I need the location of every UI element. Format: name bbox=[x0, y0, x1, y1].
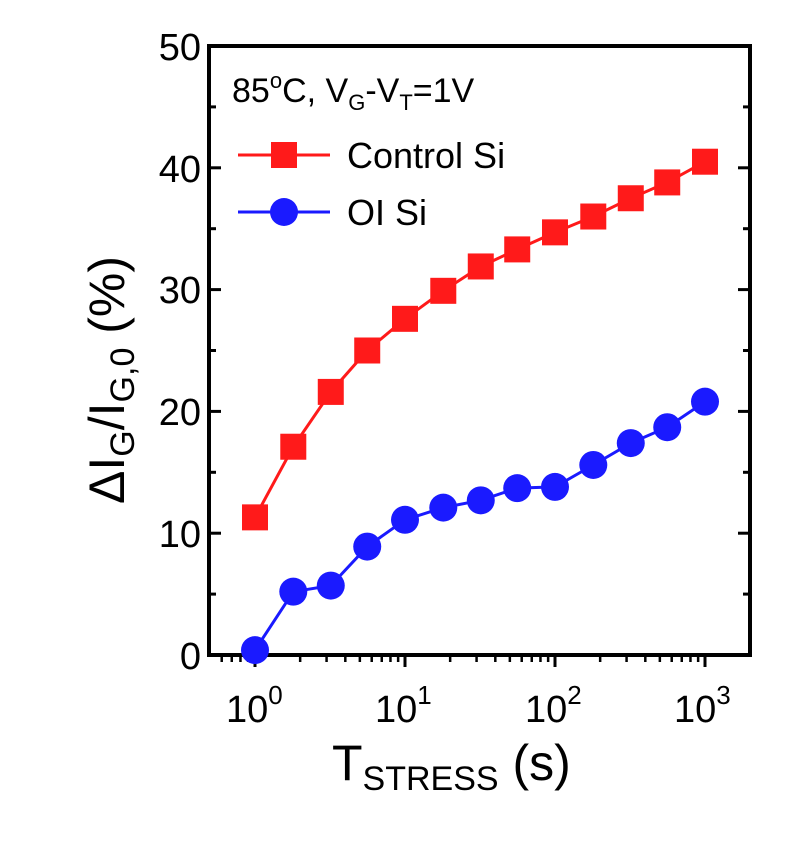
data-point-circle bbox=[466, 486, 495, 515]
data-point-circle bbox=[691, 387, 719, 416]
data-point-circle bbox=[429, 493, 458, 522]
condition-annotation: 85oC, VG-VT=1V bbox=[232, 68, 475, 115]
legend: Control Si OI Si bbox=[238, 135, 505, 233]
y-tick-label: 20 bbox=[159, 392, 201, 434]
data-point-square bbox=[430, 277, 457, 304]
data-point-square bbox=[580, 203, 607, 230]
data-point-circle bbox=[353, 532, 382, 561]
x-tick-label: 101 bbox=[375, 680, 432, 731]
axis-ticks bbox=[209, 44, 750, 667]
data-point-square bbox=[242, 504, 268, 531]
legend-label-oi-si: OI Si bbox=[347, 192, 427, 233]
y-tick-label: 30 bbox=[159, 270, 201, 312]
data-point-square bbox=[354, 337, 381, 364]
y-tick-label: 50 bbox=[159, 27, 201, 69]
data-point-circle bbox=[391, 505, 419, 534]
series-layer bbox=[241, 148, 719, 665]
y-tick-label: 0 bbox=[180, 636, 201, 678]
data-point-circle bbox=[541, 472, 569, 501]
data-point-circle bbox=[616, 429, 645, 458]
data-point-circle bbox=[503, 474, 532, 503]
data-point-square bbox=[392, 305, 418, 332]
data-point-square bbox=[617, 185, 644, 212]
y-axis-label: ΔIG/IG,0 (%) bbox=[79, 256, 142, 504]
x-tick-label: 103 bbox=[674, 680, 731, 731]
data-point-square bbox=[504, 236, 531, 263]
y-tick-labels: 0 10 20 30 40 50 bbox=[159, 27, 201, 678]
legend-marker-circle bbox=[270, 198, 298, 226]
y-tick-label: 10 bbox=[159, 514, 201, 556]
y-tick-label: 40 bbox=[159, 149, 201, 191]
data-point-circle bbox=[241, 636, 269, 665]
data-point-square bbox=[692, 148, 718, 175]
data-point-square bbox=[654, 169, 681, 196]
data-point-square bbox=[542, 219, 568, 246]
x-tick-labels: 100 101 102 103 bbox=[226, 680, 731, 731]
data-point-square bbox=[317, 378, 344, 405]
data-point-square bbox=[280, 433, 307, 460]
data-point-circle bbox=[279, 577, 308, 606]
x-axis-label: TSTRESS (s) bbox=[332, 735, 571, 798]
legend-marker-square bbox=[271, 142, 297, 168]
x-tick-label: 100 bbox=[226, 680, 283, 731]
data-point-circle bbox=[653, 413, 682, 442]
series-line-control-si bbox=[253, 160, 706, 519]
legend-label-control-si: Control Si bbox=[347, 135, 505, 176]
x-tick-label: 102 bbox=[525, 680, 582, 731]
data-point-circle bbox=[579, 450, 608, 479]
data-point-circle bbox=[316, 571, 345, 600]
data-point-square bbox=[467, 253, 494, 280]
